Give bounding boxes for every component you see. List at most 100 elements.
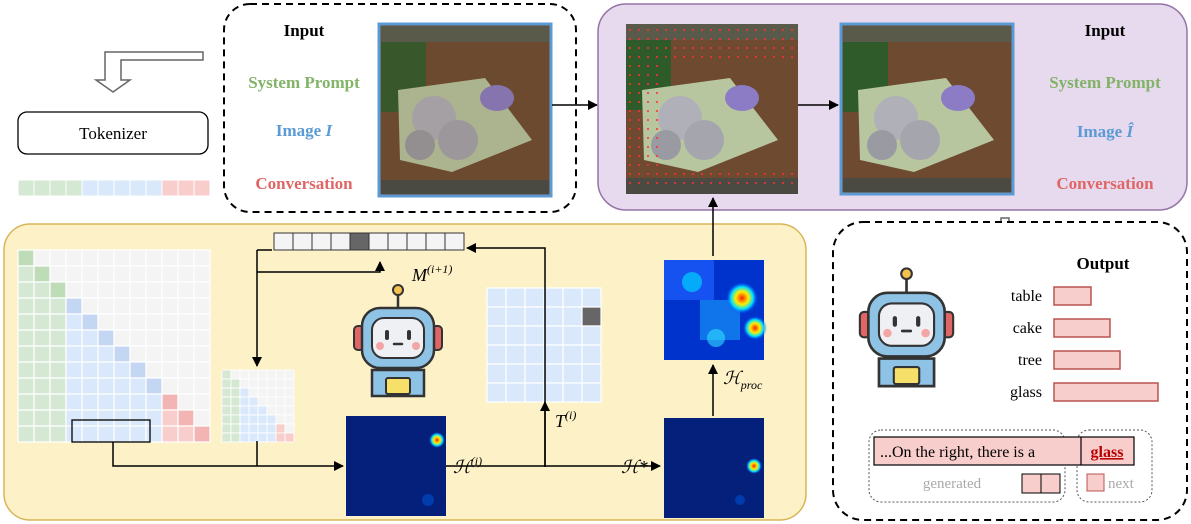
mask-dot (628, 73, 632, 77)
small-attention-cell (248, 423, 259, 434)
attention-cell (49, 361, 67, 379)
mask-dot (772, 28, 776, 32)
attention-cell (33, 409, 51, 427)
attention-cell (177, 297, 195, 315)
attention-cell (161, 409, 179, 427)
small-attention-cell (275, 414, 286, 425)
output-title: Output (1077, 254, 1130, 273)
mask-dot (646, 163, 650, 167)
attention-cell (81, 377, 99, 395)
mask-dot (655, 73, 659, 77)
small-attention-cell (266, 432, 277, 443)
transform-cell (581, 344, 602, 365)
mask-dot (718, 181, 722, 185)
mask-dot (691, 46, 695, 50)
transform-cell (486, 325, 507, 346)
attention-cell (129, 249, 147, 267)
mask-dot (637, 82, 641, 86)
token-cell (177, 179, 195, 197)
mask-dot (646, 154, 650, 158)
attention-cell (97, 425, 115, 443)
mask-dot (637, 37, 641, 41)
mask-dot (646, 172, 650, 176)
attention-cell (193, 249, 211, 267)
attention-cell (49, 409, 67, 427)
small-attention-cell (221, 387, 232, 398)
small-attention-cell (221, 396, 232, 407)
small-attention-cell (284, 423, 295, 434)
attention-cell (97, 313, 115, 331)
small-attention-cell (239, 378, 250, 389)
mask-dot (718, 37, 722, 41)
small-attention-cell (275, 423, 286, 434)
mask-dot (709, 46, 713, 50)
attention-cell (113, 409, 131, 427)
sentence-box (873, 436, 1135, 466)
attention-cell (65, 297, 83, 315)
attention-cell (113, 249, 131, 267)
small-attention-cell (239, 405, 250, 416)
system-prompt-left: System Prompt (248, 73, 360, 92)
token-cell (113, 179, 131, 197)
attention-cell (49, 281, 67, 299)
mask-dot (700, 172, 704, 176)
mask-dot (700, 181, 704, 185)
attention-cell (193, 329, 211, 347)
mask-dot (655, 82, 659, 86)
attention-cell (97, 361, 115, 379)
mask-dot (691, 172, 695, 176)
small-attention-cell (275, 405, 286, 416)
attention-cell (193, 393, 211, 411)
token-cell (81, 179, 99, 197)
mask-dot (754, 55, 758, 59)
output-bar (1053, 382, 1159, 402)
mask-dot (646, 46, 650, 50)
attention-cell (161, 345, 179, 363)
mask-dot (790, 46, 794, 50)
token-cell (129, 179, 147, 197)
attention-cell (65, 409, 83, 427)
output-bar (1053, 350, 1121, 370)
attention-cell (113, 345, 131, 363)
small-attention-cell (248, 396, 259, 407)
attention-cell (193, 345, 211, 363)
mask-dot (682, 28, 686, 32)
mask-dot (781, 55, 785, 59)
mask-dot (745, 181, 749, 185)
mask-dot (664, 55, 668, 59)
small-attention-cell (248, 405, 259, 416)
transform-cell (505, 382, 526, 403)
transform-cell (562, 382, 583, 403)
mask-dot (673, 172, 677, 176)
transform-cell (581, 382, 602, 403)
mask-dot (646, 127, 650, 131)
generated-sentence: ...On the right, there is a (880, 444, 1035, 461)
mask-dot (700, 28, 704, 32)
attention-cell (97, 329, 115, 347)
mask-dot (745, 46, 749, 50)
small-attention-cell (221, 432, 232, 443)
mask-dot (646, 55, 650, 59)
input-title-right: Input (1085, 21, 1126, 40)
mask-dot (763, 37, 767, 41)
attention-cell (193, 265, 211, 283)
attention-cell (177, 377, 195, 395)
tokenizer-box: Tokenizer (17, 111, 209, 155)
mask-dot (745, 55, 749, 59)
attention-cell (161, 313, 179, 331)
mask-dot (673, 46, 677, 50)
small-attention-cell (266, 396, 277, 407)
mask-cell (368, 232, 389, 251)
mask-dot (628, 154, 632, 158)
mask-dot (772, 46, 776, 50)
mask-dot (655, 181, 659, 185)
attention-cell (177, 265, 195, 283)
transform-cell (505, 325, 526, 346)
token-cell (161, 179, 179, 197)
attention-cell (161, 265, 179, 283)
attention-cell (177, 393, 195, 411)
mask-dot (637, 136, 641, 140)
attention-cell (113, 313, 131, 331)
mask-dot (628, 91, 632, 95)
mask-dot (664, 37, 668, 41)
